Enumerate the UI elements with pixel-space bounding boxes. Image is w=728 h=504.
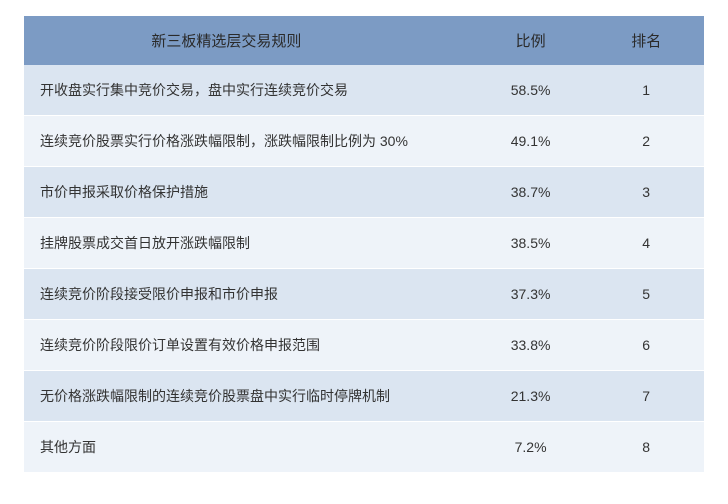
cell-ratio: 7.2% [473,422,589,473]
cell-rank: 3 [588,167,704,218]
table-row: 挂牌股票成交首日放开涨跌幅限制38.5%4 [24,218,704,269]
col-header-rule: 新三板精选层交易规则 [24,16,473,65]
cell-ratio: 33.8% [473,320,589,371]
cell-rank: 8 [588,422,704,473]
table-row: 无价格涨跌幅限制的连续竞价股票盘中实行临时停牌机制21.3%7 [24,371,704,422]
cell-rule: 无价格涨跌幅限制的连续竞价股票盘中实行临时停牌机制 [24,371,473,422]
cell-rank: 4 [588,218,704,269]
table-row: 连续竞价阶段接受限价申报和市价申报37.3%5 [24,269,704,320]
cell-ratio: 37.3% [473,269,589,320]
cell-ratio: 58.5% [473,65,589,116]
table-row: 市价申报采取价格保护措施38.7%3 [24,167,704,218]
cell-rank: 5 [588,269,704,320]
cell-rank: 1 [588,65,704,116]
cell-ratio: 49.1% [473,116,589,167]
cell-rule: 连续竞价股票实行价格涨跌幅限制，涨跌幅限制比例为 30% [24,116,473,167]
col-header-ratio: 比例 [473,16,589,65]
cell-rule: 市价申报采取价格保护措施 [24,167,473,218]
table-row: 连续竞价阶段限价订单设置有效价格申报范围33.8%6 [24,320,704,371]
cell-rank: 6 [588,320,704,371]
cell-ratio: 38.5% [473,218,589,269]
cell-rule: 挂牌股票成交首日放开涨跌幅限制 [24,218,473,269]
table-header-row: 新三板精选层交易规则 比例 排名 [24,16,704,65]
table-row: 开收盘实行集中竞价交易，盘中实行连续竞价交易58.5%1 [24,65,704,116]
cell-rule: 开收盘实行集中竞价交易，盘中实行连续竞价交易 [24,65,473,116]
cell-rule: 连续竞价阶段接受限价申报和市价申报 [24,269,473,320]
cell-ratio: 21.3% [473,371,589,422]
table-body: 开收盘实行集中竞价交易，盘中实行连续竞价交易58.5%1连续竞价股票实行价格涨跌… [24,65,704,473]
col-header-rank: 排名 [588,16,704,65]
table-row: 连续竞价股票实行价格涨跌幅限制，涨跌幅限制比例为 30%49.1%2 [24,116,704,167]
cell-rank: 7 [588,371,704,422]
cell-rule: 连续竞价阶段限价订单设置有效价格申报范围 [24,320,473,371]
trading-rules-table: 新三板精选层交易规则 比例 排名 开收盘实行集中竞价交易，盘中实行连续竞价交易5… [24,16,704,473]
table-row: 其他方面7.2%8 [24,422,704,473]
cell-ratio: 38.7% [473,167,589,218]
cell-rule: 其他方面 [24,422,473,473]
cell-rank: 2 [588,116,704,167]
